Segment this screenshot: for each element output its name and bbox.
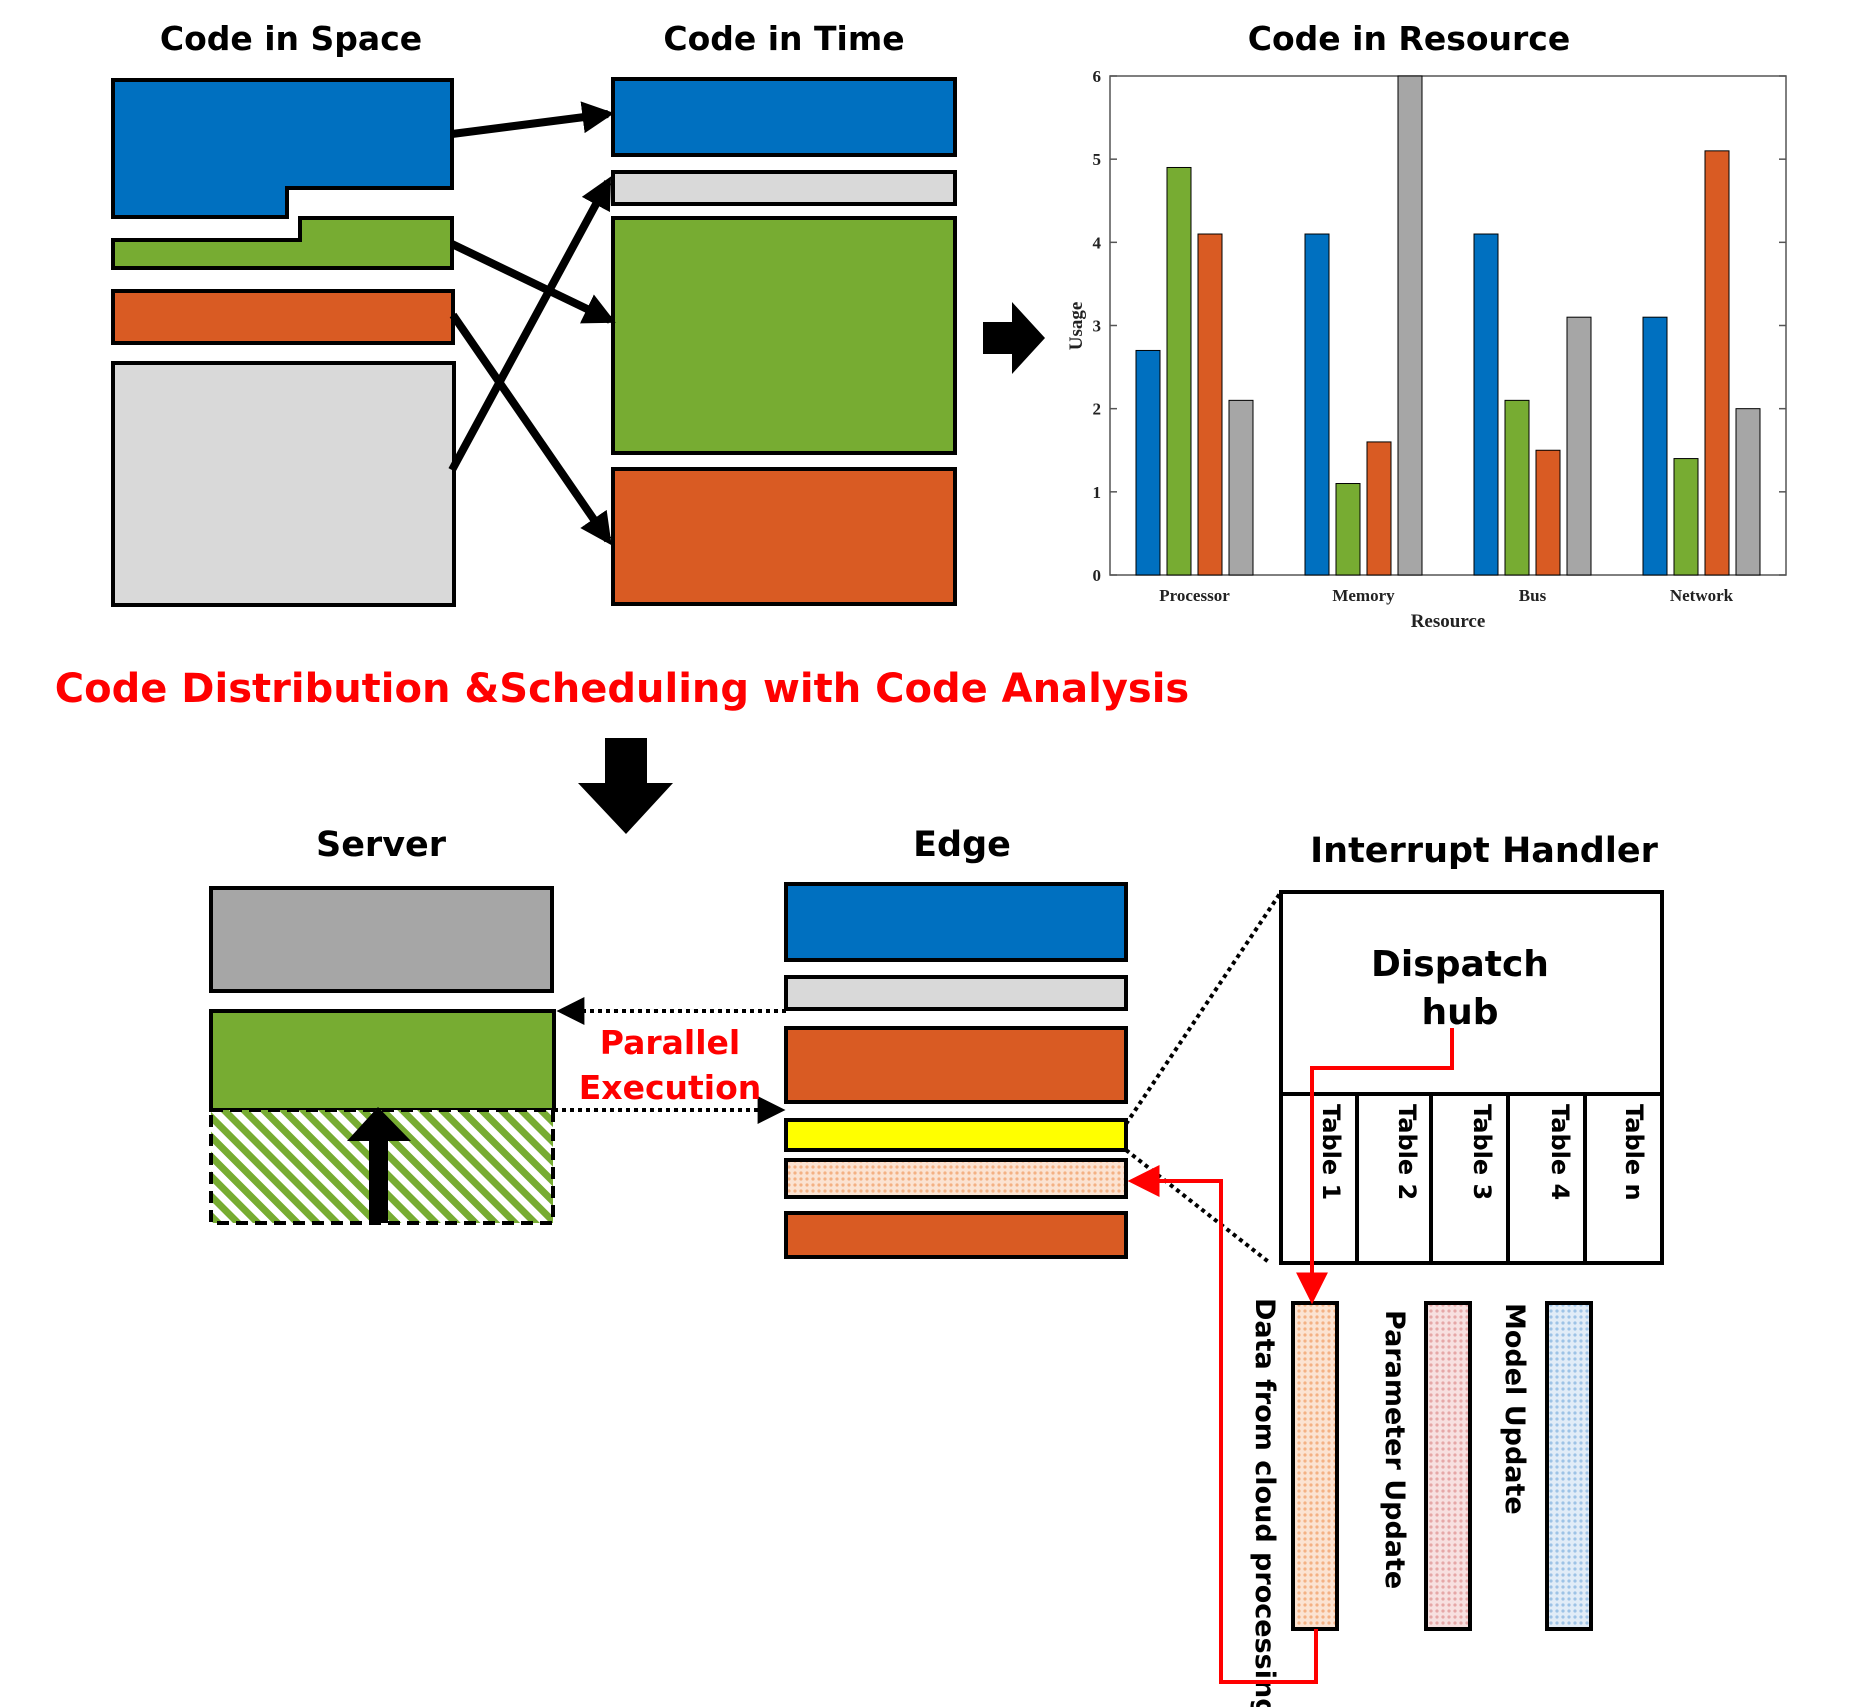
- space-block-green: [111, 216, 454, 270]
- red-arrow-dispatch-to-data: [1296, 1028, 1454, 1305]
- x-tick-label-network: Network: [1670, 586, 1734, 605]
- chart-y-axis: 0 1 2 3 4 5 6: [1093, 67, 1786, 585]
- bar-memory-4: [1397, 75, 1423, 576]
- time-block-gray: [611, 170, 957, 206]
- up-arrow-icon: [347, 1107, 411, 1223]
- space-block-gray: [111, 361, 456, 607]
- time-block-green: [611, 216, 957, 455]
- y-tick-label: 1: [1093, 483, 1102, 502]
- heading-code-in-space: Code in Space: [160, 19, 422, 58]
- bar-network-2: [1673, 458, 1699, 576]
- bar-memory-2: [1335, 483, 1361, 576]
- bar-processor-4: [1228, 399, 1254, 576]
- edge-blocks: [784, 882, 1128, 1259]
- edge-block-peach: [784, 1158, 1128, 1199]
- y-tick-label: 2: [1093, 400, 1102, 419]
- y-tick-label: 3: [1093, 317, 1102, 336]
- table-label-1: Table 1: [1317, 1104, 1345, 1200]
- right-arrow-icon: [983, 302, 1045, 374]
- bar-network-1: [1642, 316, 1668, 576]
- heading-code-in-time: Code in Time: [663, 19, 904, 58]
- interrupt-handler-box: [1279, 890, 1664, 1265]
- red-arrow-data-to-edge: [1127, 1165, 1318, 1684]
- edge-block-orange-2: [784, 1211, 1128, 1259]
- bar-memory-1: [1304, 233, 1330, 576]
- bar-network-4: [1735, 408, 1761, 576]
- x-tick-label-memory: Memory: [1332, 586, 1395, 605]
- bar-processor-3: [1197, 233, 1223, 576]
- dispatch-label-line2: hub: [1421, 992, 1498, 1033]
- edge-block-yellow: [784, 1118, 1128, 1152]
- time-block-orange: [611, 467, 957, 606]
- heading-code-in-resource: Code in Resource: [1248, 19, 1571, 58]
- bar-processor-2: [1166, 166, 1192, 576]
- data-bar-cloud: [1291, 1301, 1339, 1631]
- heading-interrupt-handler: Interrupt Handler: [1310, 831, 1658, 871]
- table-label-2: Table 2: [1393, 1104, 1421, 1200]
- y-tick-label: 5: [1093, 150, 1102, 169]
- main-title: Code Distribution &Scheduling with Code …: [55, 666, 1189, 712]
- edge-block-gray: [784, 975, 1128, 1011]
- usage-bar-chart: 0 1 2 3 4 5 6 Processor Memory Bus Network Resour…: [1066, 67, 1787, 632]
- label-model-update: Model Update: [1499, 1303, 1530, 1515]
- arrow-green-mapping: [450, 240, 616, 324]
- bar-bus-1: [1473, 233, 1499, 576]
- bar-processor-1: [1135, 349, 1161, 576]
- zoom-line-top: [1124, 890, 1283, 1126]
- parallel-label-line2: Execution: [579, 1068, 762, 1107]
- space-block-orange: [111, 289, 455, 345]
- space-to-time-arrows: [448, 101, 616, 546]
- arrow-orange-mapping: [449, 312, 612, 546]
- server-blocks: [209, 886, 556, 1225]
- dispatch-label-line1: Dispatch: [1371, 944, 1549, 985]
- table-label-n: Table n: [1620, 1104, 1648, 1201]
- chart-x-axis-label: Resource: [1411, 611, 1486, 632]
- time-block-blue: [611, 77, 957, 157]
- y-tick-label: 0: [1093, 566, 1102, 585]
- bar-bus-3: [1535, 449, 1561, 576]
- bar-bus-4: [1566, 316, 1592, 576]
- x-tick-label-bus: Bus: [1519, 586, 1547, 605]
- heading-edge: Edge: [913, 825, 1011, 865]
- y-tick-label: 4: [1093, 233, 1102, 252]
- chart-bars: [1135, 75, 1761, 576]
- space-block-blue: [111, 78, 454, 219]
- server-block-green: [209, 1009, 556, 1112]
- table-label-3: Table 3: [1468, 1104, 1496, 1200]
- bar-memory-3: [1366, 441, 1392, 576]
- parallel-label-line1: Parallel: [600, 1023, 740, 1062]
- down-arrow-icon: [578, 738, 673, 834]
- label-data-from-cloud: Data from cloud processing: [1249, 1298, 1280, 1707]
- dispatch-hub-box: Dispatch hub Table 1 Table 2 Table 3 Tab…: [1279, 890, 1664, 1265]
- arrow-blue-mapping: [451, 101, 615, 138]
- chart-x-axis: Processor Memory Bus Network: [1159, 586, 1733, 605]
- bar-bus-2: [1504, 399, 1530, 576]
- edge-block-blue: [784, 882, 1128, 962]
- y-tick-label: 6: [1093, 67, 1102, 86]
- x-tick-label-processor: Processor: [1159, 586, 1230, 605]
- zoom-line-bottom: [1124, 1148, 1272, 1265]
- table-label-4: Table 4: [1546, 1104, 1574, 1200]
- chart-y-axis-label: Usage: [1066, 302, 1087, 351]
- heading-server: Server: [316, 825, 447, 865]
- code-in-time-blocks: [611, 77, 957, 606]
- label-parameter-update: Parameter Update: [1379, 1310, 1410, 1589]
- data-bar-model: [1545, 1301, 1593, 1631]
- data-bar-parameter: [1424, 1301, 1472, 1631]
- edge-block-orange-1: [784, 1026, 1128, 1104]
- server-block-gray: [209, 886, 554, 993]
- bar-network-3: [1704, 150, 1730, 576]
- code-in-space-blocks: [111, 78, 456, 607]
- arrow-gray-mapping: [448, 176, 612, 472]
